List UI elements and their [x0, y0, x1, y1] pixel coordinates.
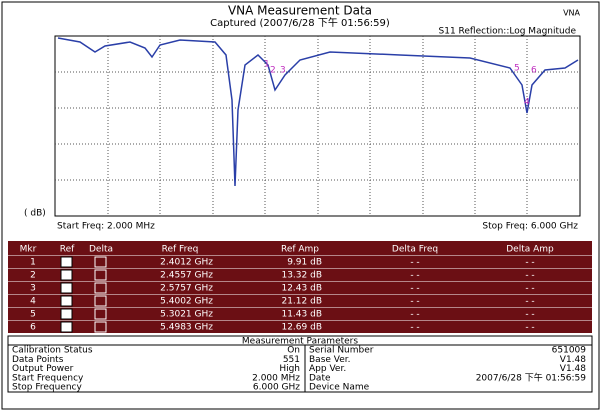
delta-freq: - - [410, 323, 419, 333]
delta-freq: - - [410, 271, 419, 281]
param-value: V1.48 [560, 364, 586, 374]
marker-table [8, 241, 592, 333]
param-label: Start Frequency [12, 373, 84, 383]
badge: VNA [563, 9, 580, 18]
ref-checkbox[interactable] [60, 282, 73, 294]
param-table [7, 335, 593, 393]
column-header: Mkr [20, 245, 37, 255]
delta-amp: - - [525, 323, 534, 333]
delta-amp: - - [525, 297, 534, 307]
ref-freq: 5.3021 GHz [160, 310, 213, 320]
column-header: Delta [89, 245, 113, 255]
ref-amp: 12.69 dB [281, 323, 322, 333]
column-header: Delta Freq [392, 245, 438, 255]
marker-label: 1 [264, 60, 270, 70]
mkr: 3 [30, 284, 36, 294]
marker-label: 2 [270, 66, 276, 76]
plot: 1 2 3 4 5 6 ( dB) Start Freq: 2.000 MHz … [24, 35, 581, 232]
start-freq: Start Freq: 2.000 MHz [57, 222, 155, 232]
ref-checkbox[interactable] [60, 321, 73, 333]
marker-rows: Mkr Ref Delta Ref Freq Ref Amp Delta Freq Delt… [8, 245, 592, 333]
column-header: Ref Amp [281, 245, 319, 255]
param-label: Device Name [309, 383, 370, 393]
marker-labels: 1 2 3 4 5 6 [264, 60, 537, 108]
marker-label: 4 [524, 98, 530, 108]
param-value: On [287, 346, 300, 356]
column-header: Ref Freq [162, 245, 199, 255]
captured: Captured (2007/6/28 下午 01:56:59) [210, 16, 390, 29]
mkr: 6 [30, 323, 36, 333]
param-label: Base Ver. [309, 355, 351, 365]
delta-freq: - - [410, 297, 419, 307]
delta-checkbox[interactable] [94, 269, 107, 281]
ref-freq: 5.4002 GHz [160, 297, 213, 307]
column-header: Delta Amp [506, 245, 554, 255]
ref-checkbox[interactable] [60, 269, 73, 281]
param-value: 551 [283, 355, 300, 365]
param-label: Serial Number [309, 346, 374, 356]
mkr: 1 [30, 258, 36, 268]
y-unit: ( dB) [24, 209, 46, 219]
delta-checkbox[interactable] [94, 295, 107, 307]
ref-amp: 11.43 dB [281, 310, 322, 320]
title: VNA Measurement Data [228, 4, 372, 18]
delta-amp: - - [525, 258, 534, 268]
param-label: Data Points [12, 355, 64, 365]
ref-freq: 2.4012 GHz [160, 258, 213, 268]
marker-label: 3 [280, 66, 286, 76]
delta-freq: - - [410, 310, 419, 320]
marker-label: 5 [514, 64, 520, 74]
delta-amp: - - [525, 271, 534, 281]
param-label: Date [309, 373, 331, 383]
param-value: 2.000 MHz [252, 373, 300, 383]
marker-label: 6 [531, 66, 537, 76]
trace [57, 37, 579, 187]
ref-amp: 9.91 dB [287, 258, 322, 268]
ref-freq: 2.5757 GHz [160, 284, 213, 294]
param-rows: Calibration Status On Serial Number 651009 D… [8, 344, 592, 393]
param-value: 6.000 GHz [253, 383, 300, 393]
delta-checkbox[interactable] [94, 321, 107, 333]
stop-freq: Stop Freq: 6.000 GHz [482, 222, 578, 232]
mkr: 2 [30, 271, 36, 281]
param-value: 651009 [552, 346, 587, 356]
delta-freq: - - [410, 258, 419, 268]
param-label: Output Power [12, 364, 74, 374]
param-label: App Ver. [309, 364, 346, 374]
ref-checkbox[interactable] [60, 308, 73, 320]
column-header: Ref [60, 245, 75, 255]
ref-freq: 2.4557 GHz [160, 271, 213, 281]
trace-label: S11 Reflection::Log Magnitude [439, 27, 577, 37]
delta-amp: - - [525, 284, 534, 294]
delta-freq: - - [410, 284, 419, 294]
ref-freq: 5.4983 GHz [160, 323, 213, 333]
param-label: Stop Frequency [12, 383, 82, 393]
mkr: 4 [30, 297, 36, 307]
delta-amp: - - [525, 310, 534, 320]
param-value: V1.48 [560, 355, 586, 365]
param-label: Calibration Status [12, 346, 93, 356]
delta-checkbox[interactable] [94, 256, 107, 268]
ref-amp: 13.32 dB [281, 271, 322, 281]
ref-amp: 21.12 dB [281, 297, 322, 307]
param-value: 2007/6/28 下午 01:56:59 [476, 371, 587, 383]
grid [55, 36, 580, 216]
ref-checkbox[interactable] [60, 256, 73, 268]
ref-amp: 12.43 dB [281, 284, 322, 294]
mkr: 5 [30, 310, 36, 320]
delta-checkbox[interactable] [94, 308, 107, 320]
param-title: Measurement Parameters [242, 337, 358, 347]
param-value: High [279, 364, 300, 374]
delta-checkbox[interactable] [94, 282, 107, 294]
ref-checkbox[interactable] [60, 295, 73, 307]
